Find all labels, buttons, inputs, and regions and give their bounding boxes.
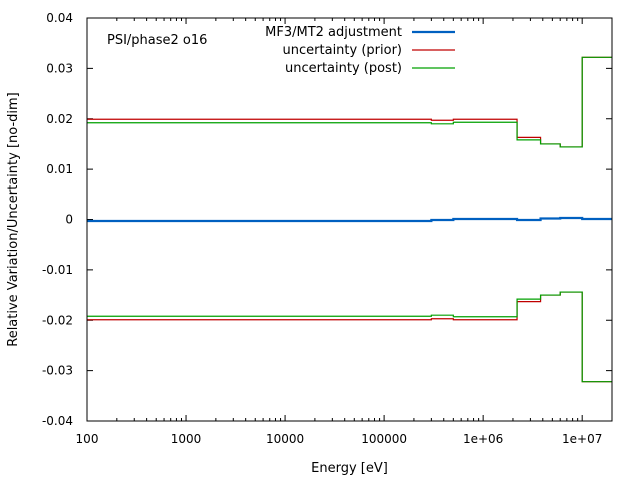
y-tick-label: -0.02	[42, 313, 73, 327]
y-tick-label: 0.02	[46, 112, 73, 126]
x-tick-label: 1e+07	[562, 432, 602, 446]
series-line-3	[87, 291, 612, 383]
y-tick-label: -0.03	[42, 364, 73, 378]
x-tick-label: 100	[76, 432, 99, 446]
x-tick-label: 1e+06	[463, 432, 503, 446]
series-line-2	[87, 56, 612, 148]
plot-frame	[86, 17, 613, 422]
plot-annotation: PSI/phase2 o16	[107, 33, 207, 48]
series-line-0	[87, 216, 612, 223]
x-tick-label: 1000	[171, 432, 202, 446]
legend-label: uncertainty (post)	[285, 61, 402, 76]
x-axis-label: Energy [eV]	[311, 461, 388, 476]
legend-label: uncertainty (prior)	[283, 43, 402, 58]
x-tick-labels: 100 1000 10000 100000 1e+06 1e+07	[76, 432, 603, 446]
y-tick-label: -0.04	[42, 414, 73, 428]
x-tick-label: 100000	[361, 432, 407, 446]
series-layer	[87, 56, 612, 383]
series-line-4	[87, 291, 612, 383]
y-tick-label: -0.01	[42, 263, 73, 277]
y-tick-labels: 0.04 0.03 0.02 0.01 0 -0.01 -0.02 -0.03 -0.04	[42, 11, 73, 428]
y-tick-label: 0.01	[46, 162, 73, 176]
y-tick-label: 0.03	[46, 61, 73, 75]
x-tick-label: 10000	[266, 432, 304, 446]
y-tick-label: 0	[65, 213, 73, 227]
legend: MF3/MT2 adjustment uncertainty (prior) unc…	[265, 25, 455, 76]
legend-label: MF3/MT2 adjustment	[265, 25, 402, 40]
y-tick-label: 0.04	[46, 11, 73, 25]
y-axis-label: Relative Variation/Uncertainty [no-dim]	[6, 92, 21, 347]
